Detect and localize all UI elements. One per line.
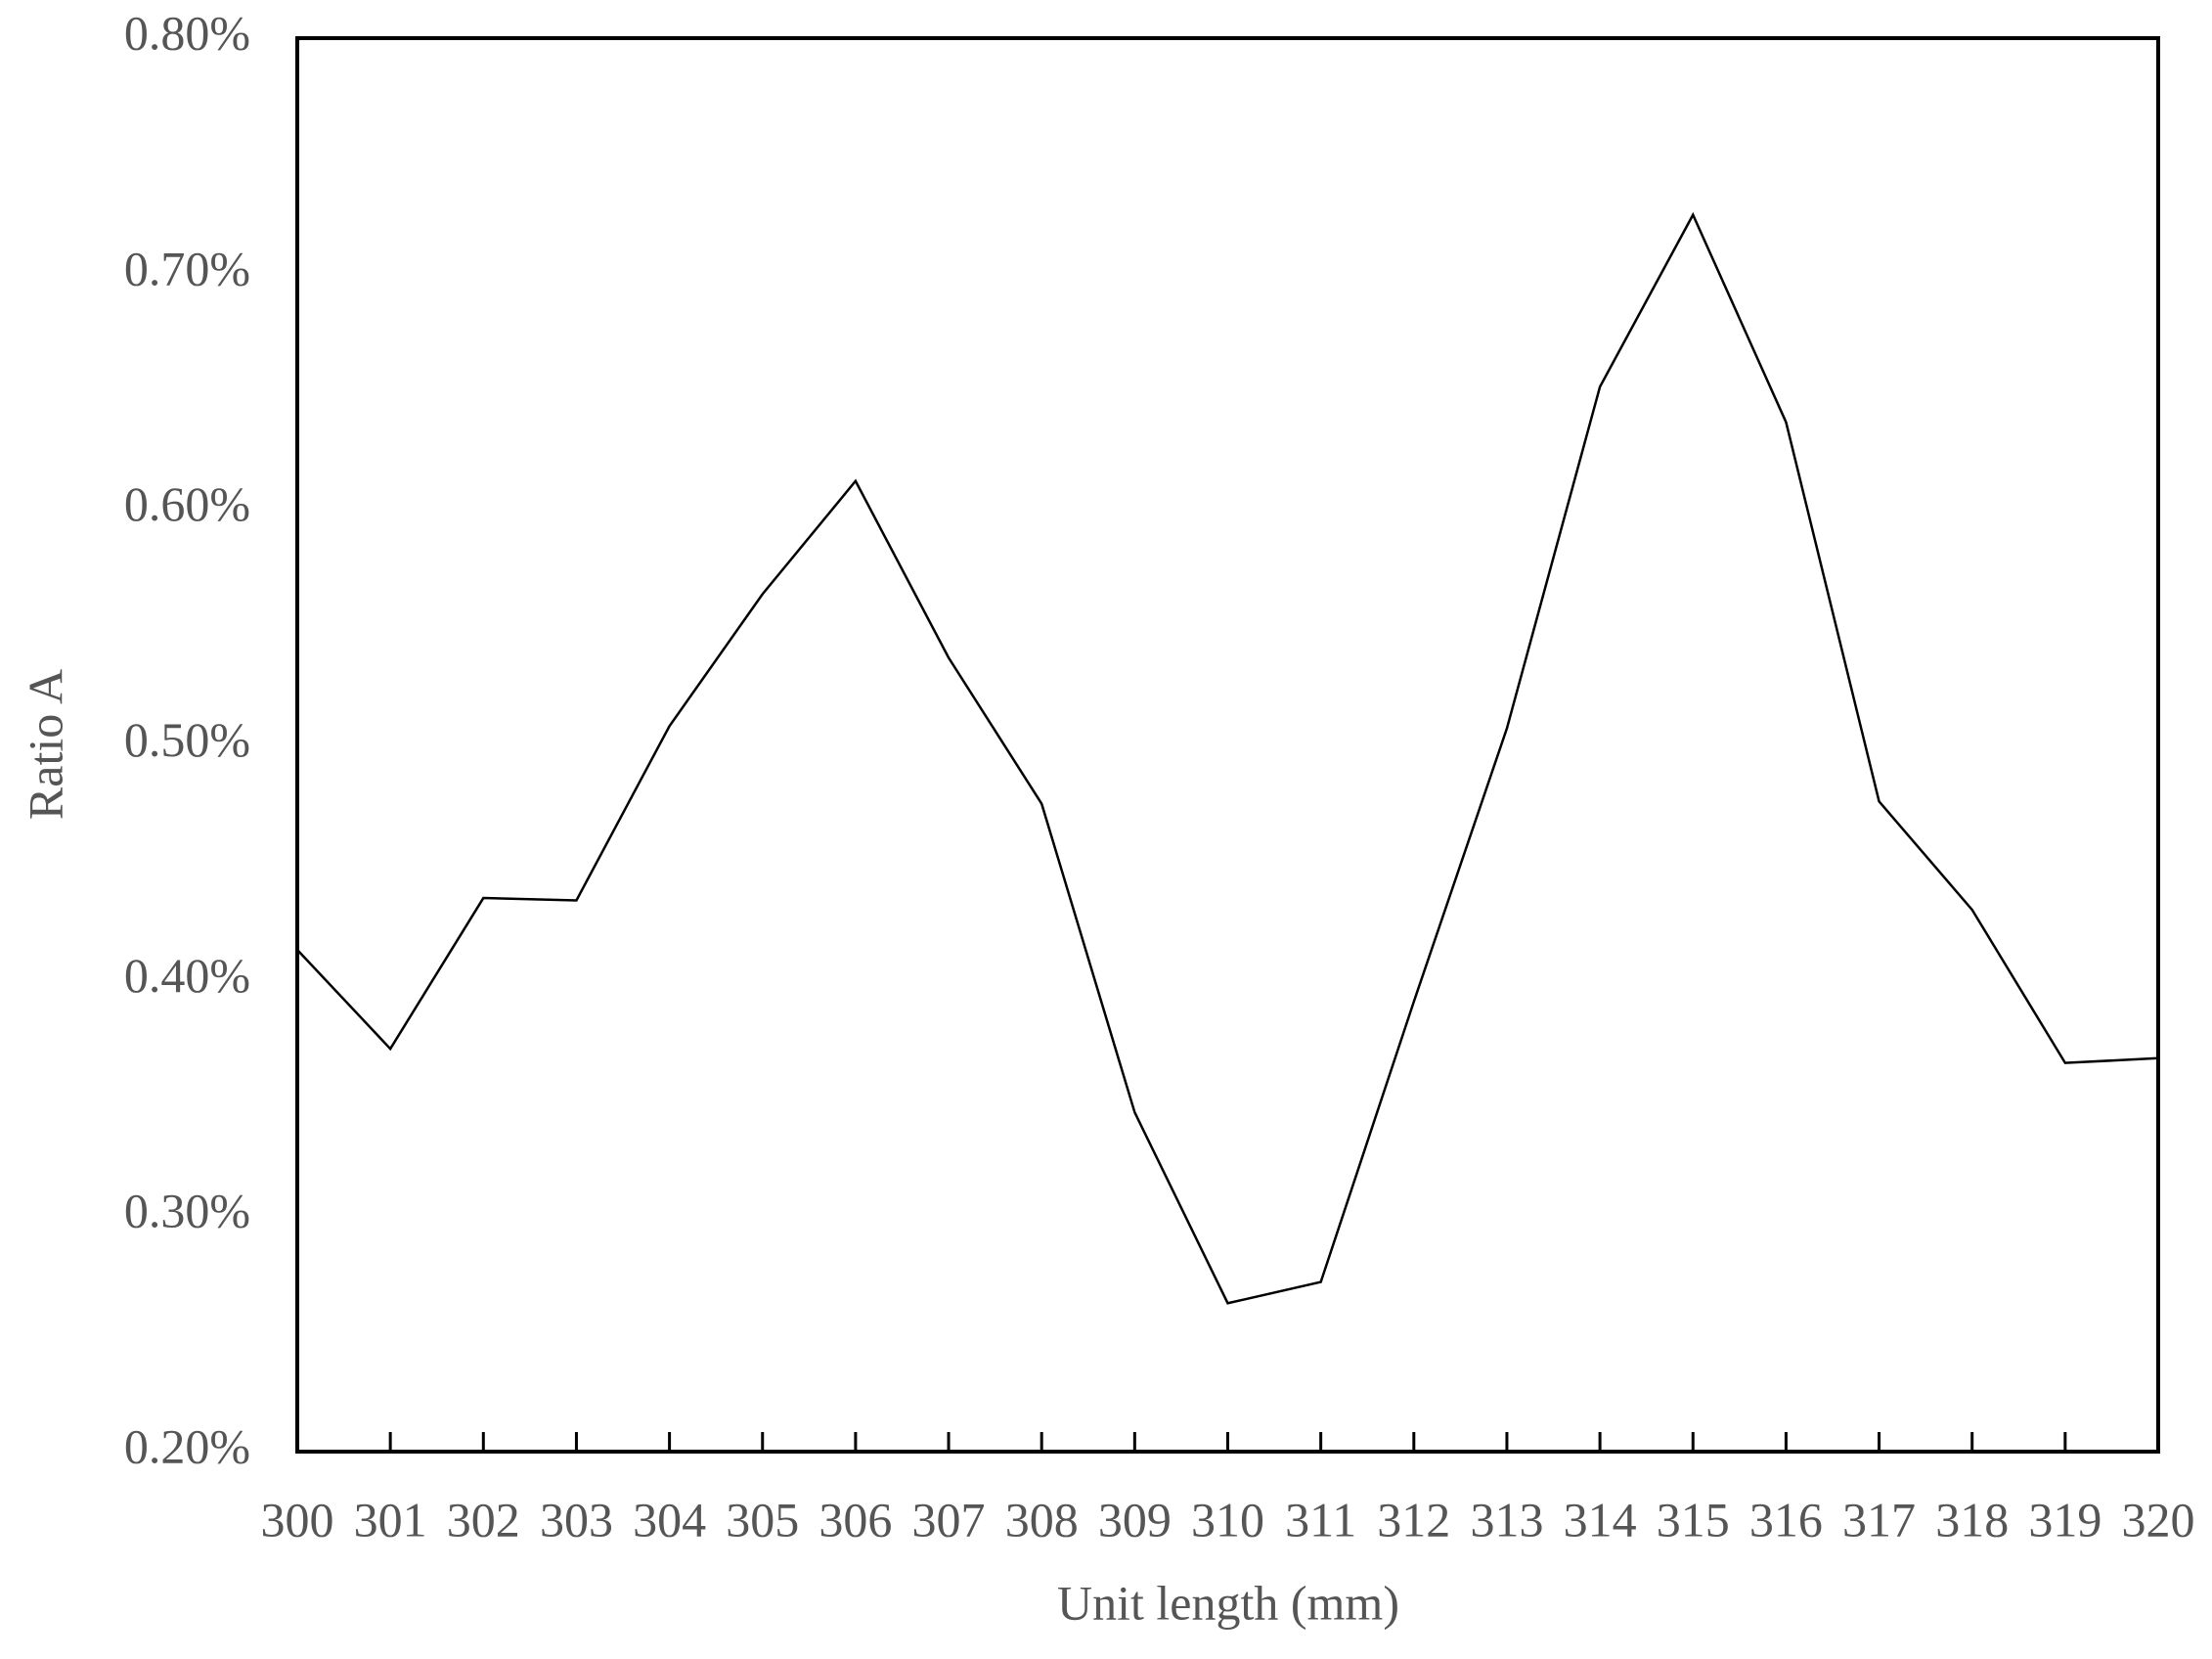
x-tick-label: 313 [1470, 1492, 1543, 1547]
plot-frame [295, 36, 2160, 1454]
x-tick-label: 304 [633, 1492, 706, 1547]
x-tick-label: 316 [1749, 1492, 1823, 1547]
data-line [296, 211, 2159, 1305]
x-tick-label: 310 [1191, 1492, 1264, 1547]
x-tick-label: 315 [1657, 1492, 1730, 1547]
y-tick-label: 0.60% [124, 476, 250, 531]
x-tick-label: 320 [2122, 1492, 2195, 1547]
y-tick-label: 0.40% [124, 948, 250, 1003]
y-tick-label: 0.30% [124, 1184, 250, 1238]
x-tick-label: 319 [2028, 1492, 2101, 1547]
x-tick-label: 312 [1377, 1492, 1450, 1547]
x-tick-label: 306 [818, 1492, 892, 1547]
y-tick-label: 0.70% [124, 241, 250, 295]
x-tick-label: 317 [1842, 1492, 1916, 1547]
x-tick-label: 311 [1285, 1492, 1356, 1547]
x-tick-label: 305 [726, 1492, 799, 1547]
x-tick-label: 302 [447, 1492, 520, 1547]
x-tick-label: 301 [354, 1492, 427, 1547]
x-tick-label: 309 [1098, 1492, 1172, 1547]
x-tick-label: 300 [261, 1492, 334, 1547]
y-tick-label: 0.80% [124, 5, 250, 60]
y-tick-label: 0.20% [124, 1418, 250, 1473]
x-tick-label: 314 [1564, 1492, 1637, 1547]
y-tick-label: 0.50% [124, 712, 250, 767]
x-axis-label: Unit length (mm) [1057, 1575, 1399, 1630]
x-tick-label: 303 [540, 1492, 613, 1547]
x-tick-label: 307 [912, 1492, 986, 1547]
x-tick-label: 308 [1005, 1492, 1079, 1547]
x-tick-label: 318 [1935, 1492, 2009, 1547]
y-axis-label: Ratio A [18, 669, 72, 820]
